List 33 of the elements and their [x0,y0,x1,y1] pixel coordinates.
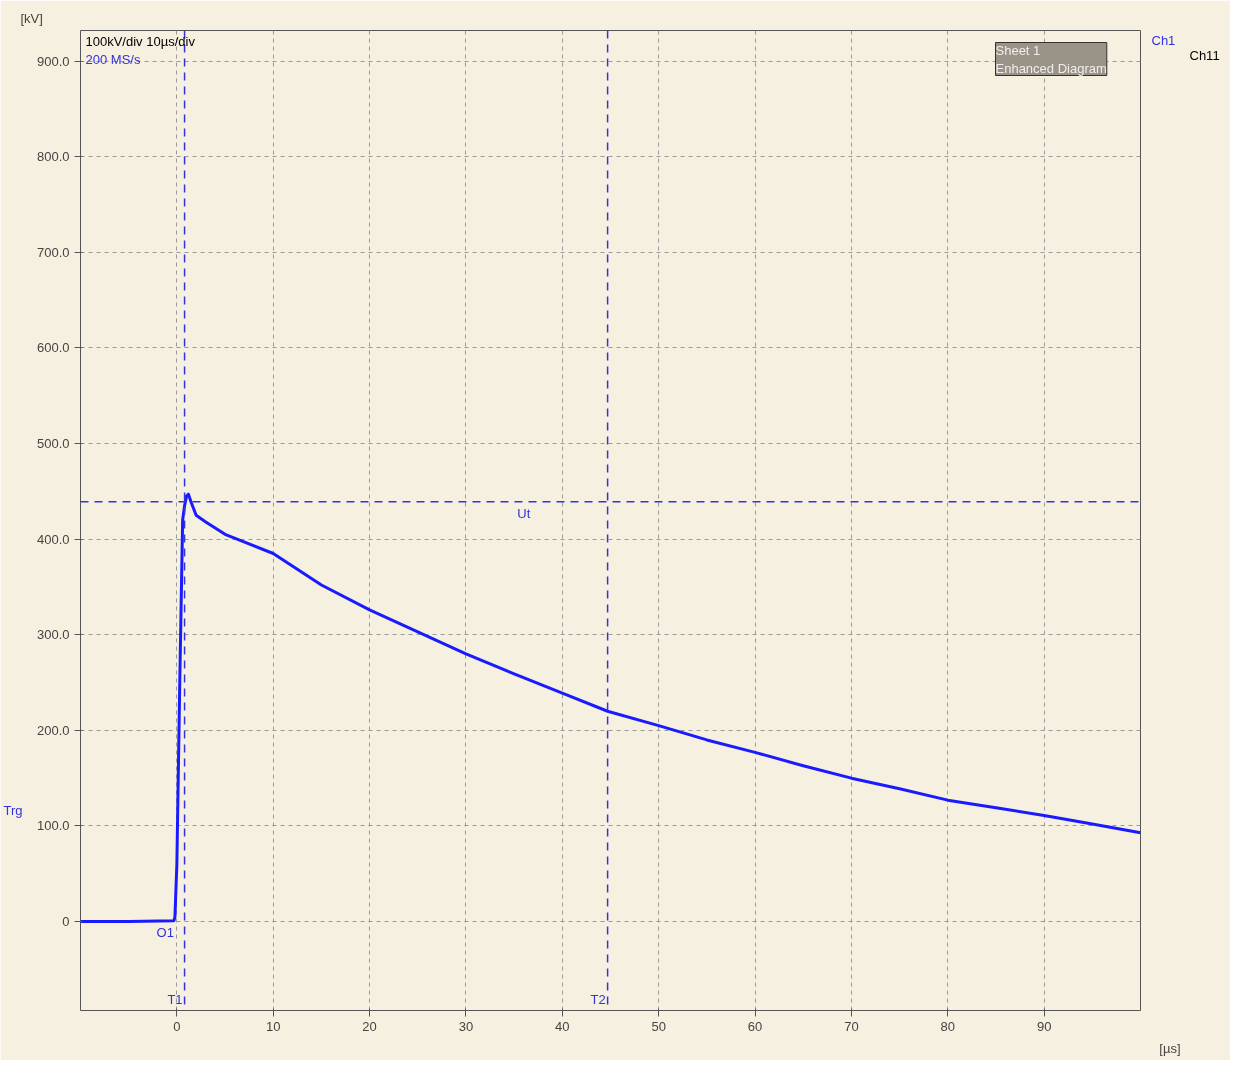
x-tick-label: 80 [940,1018,956,1034]
annotation: 100kV/div 10µs/div [85,33,196,49]
y-tick-label: 500.0 [36,436,70,452]
x-tick-label: 90 [1036,1018,1052,1034]
x-tick-label: 30 [458,1018,474,1034]
y-tick-label: 100.0 [36,818,70,834]
y-tick-label: 800.0 [36,149,70,165]
annotation: O1 [156,924,174,940]
y-tick-label: 700.0 [36,244,70,260]
line-series [80,492,1141,924]
x-tick-label: 70 [844,1018,859,1034]
ref-line-label: Ut [517,505,531,521]
text: Ch1 [1151,32,1176,48]
y-axis-title: [kV] [20,10,43,26]
y-tick-label: 200.0 [36,722,70,738]
x-tick-label: 0 [173,1018,181,1034]
y-tick-label: 600.0 [36,340,70,356]
annotation: 200 MS/s [85,51,141,67]
annotation: Sheet 1 Enhanced Diagram [995,42,1107,76]
ref-line-label: T1 [167,991,183,1007]
x-tick-label: 50 [651,1018,666,1034]
x-axis-title: [µs] [1159,1040,1181,1056]
y-tick-label: 400.0 [36,531,70,547]
x-tick-label: 20 [362,1018,377,1034]
y-tick-label: 0 [62,914,70,930]
x-tick-label: 60 [747,1018,763,1034]
ref-line-label: T2 [590,991,606,1007]
y-tick-label: 300.0 [36,627,70,643]
text: Trg [3,803,23,819]
text: Ch11 [1189,47,1220,63]
x-tick-label: 10 [266,1018,281,1034]
x-tick-label: 40 [555,1018,570,1034]
y-tick-label: 900.0 [36,53,70,69]
